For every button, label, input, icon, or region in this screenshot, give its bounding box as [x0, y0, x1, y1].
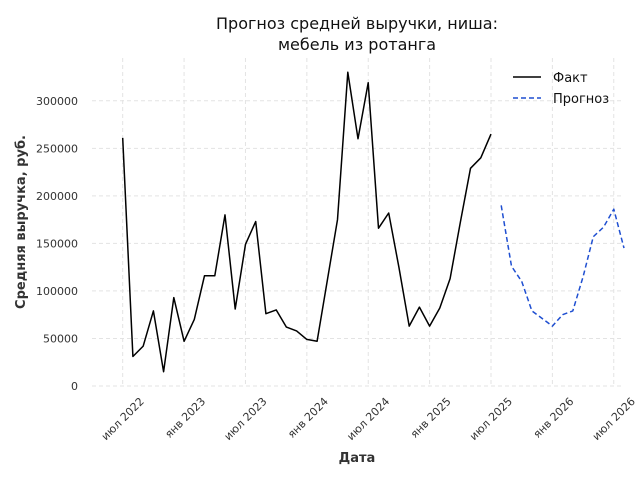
x-tick-label: июл 2024 [344, 395, 392, 443]
x-tick-label: янв 2025 [408, 395, 454, 441]
x-axis-ticks: июл 2022 янв 2023 июл 2023 янв 2024 июл 2024… [99, 395, 638, 443]
y-axis-ticks: 0 50000 100000 150000 200000 250000 300000 [36, 95, 78, 393]
x-tick-label: янв 2023 [162, 395, 208, 441]
y-tick-label: 50000 [43, 332, 78, 345]
x-tick-label: янв 2026 [531, 395, 577, 441]
grid [92, 58, 624, 387]
legend-label-fact: Факт [553, 71, 588, 86]
y-tick-label: 0 [71, 380, 78, 393]
legend: Факт Прогноз [513, 71, 609, 107]
y-tick-label: 150000 [36, 237, 78, 250]
series-line-fact [121, 71, 492, 373]
x-tick-label: июл 2026 [590, 395, 638, 443]
chart-title-line-2: мебель из ротанга [278, 35, 436, 54]
legend-label-forecast: Прогноз [553, 92, 609, 107]
series-lines [121, 71, 625, 373]
y-tick-label: 300000 [36, 95, 78, 108]
x-axis-label: Дата [339, 451, 376, 466]
x-tick-label: янв 2024 [285, 395, 331, 441]
series-line-forecast [500, 205, 625, 327]
y-axis-label: Средняя выручка, руб. [14, 135, 29, 309]
y-tick-label: 250000 [36, 142, 78, 155]
x-tick-label: июл 2025 [467, 395, 515, 443]
y-tick-label: 100000 [36, 285, 78, 298]
y-tick-label: 200000 [36, 190, 78, 203]
x-tick-label: июл 2022 [99, 395, 147, 443]
chart-title-line-1: Прогноз средней выручки, ниша: [216, 14, 498, 33]
x-tick-label: июл 2023 [222, 395, 270, 443]
